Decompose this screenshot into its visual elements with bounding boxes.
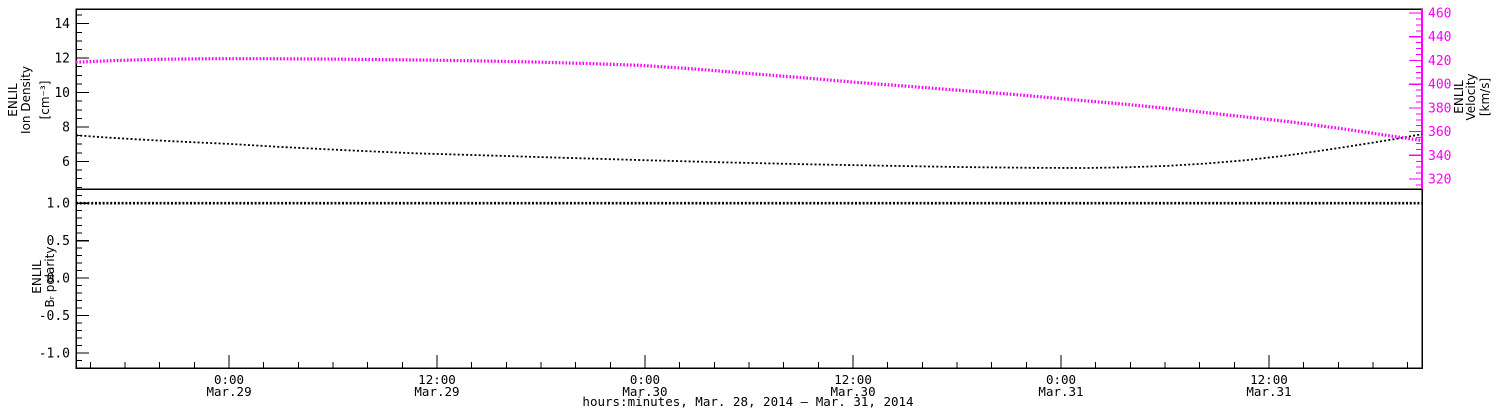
x-tick-time-label: 12:00 [1250, 372, 1288, 387]
x-tick-date-label: Mar.29 [414, 384, 459, 399]
y-tick-label: 460 [1428, 7, 1451, 22]
x-tick-time-label: 12:00 [418, 372, 456, 387]
y-tick-label: 14 [54, 17, 70, 32]
density-axis-title-line2: Ion Density [19, 66, 33, 134]
x-tick-date-label: Mar.31 [1246, 384, 1291, 399]
top-panel-frame [75, 8, 1423, 190]
x-tick-date-label: Mar.29 [206, 384, 251, 399]
x-axis-title: hours:minutes, Mar. 28, 2014 – Mar. 31, … [582, 394, 914, 409]
y-tick-label: 12 [54, 52, 70, 67]
y-tick-label: -0.5 [39, 309, 70, 324]
y-tick-label: 1.0 [47, 197, 70, 212]
y-tick-label: 10 [54, 86, 70, 101]
y-tick-label: -1.0 [39, 347, 70, 362]
velocity-axis-title-line3: [km/s] [1478, 77, 1492, 117]
y-tick-label: 0.5 [47, 234, 70, 249]
y-tick-label: 420 [1428, 54, 1451, 69]
x-tick-time-label: 0:00 [630, 372, 660, 387]
x-tick-date-label: Mar.30 [622, 384, 667, 399]
x-tick-time-label: 0:00 [1046, 372, 1076, 387]
y-tick-label: 320 [1428, 173, 1451, 188]
y-tick-label: 400 [1428, 78, 1451, 93]
polarity-axis-title-line2: Bᵣ polarity [43, 246, 57, 308]
x-tick-time-label: 0:00 [214, 372, 244, 387]
velocity-axis-title-line2: Velocity [1464, 73, 1478, 121]
density-axis-title-line3: [cm⁻³] [38, 80, 52, 120]
bottom-panel-frame [75, 188, 1423, 369]
y-tick-label: 8 [62, 120, 70, 135]
velocity-curve [75, 57, 1423, 143]
x-tick-date-label: Mar.31 [1038, 384, 1083, 399]
polarity-axis-title-line1: ENLIL [30, 260, 44, 294]
x-tick-date-label: Mar.30 [830, 384, 875, 399]
y-tick-label: 0.0 [47, 272, 70, 287]
y-tick-label: 360 [1428, 125, 1451, 140]
ion-density-curve [75, 133, 1423, 169]
y-tick-label: 6 [62, 155, 70, 170]
y-tick-label: 380 [1428, 101, 1451, 116]
density-axis-title-line1: ENLIL [6, 83, 20, 117]
x-tick-time-label: 12:00 [834, 372, 872, 387]
y-tick-label: 340 [1428, 149, 1451, 164]
y-tick-label: 440 [1428, 30, 1451, 45]
